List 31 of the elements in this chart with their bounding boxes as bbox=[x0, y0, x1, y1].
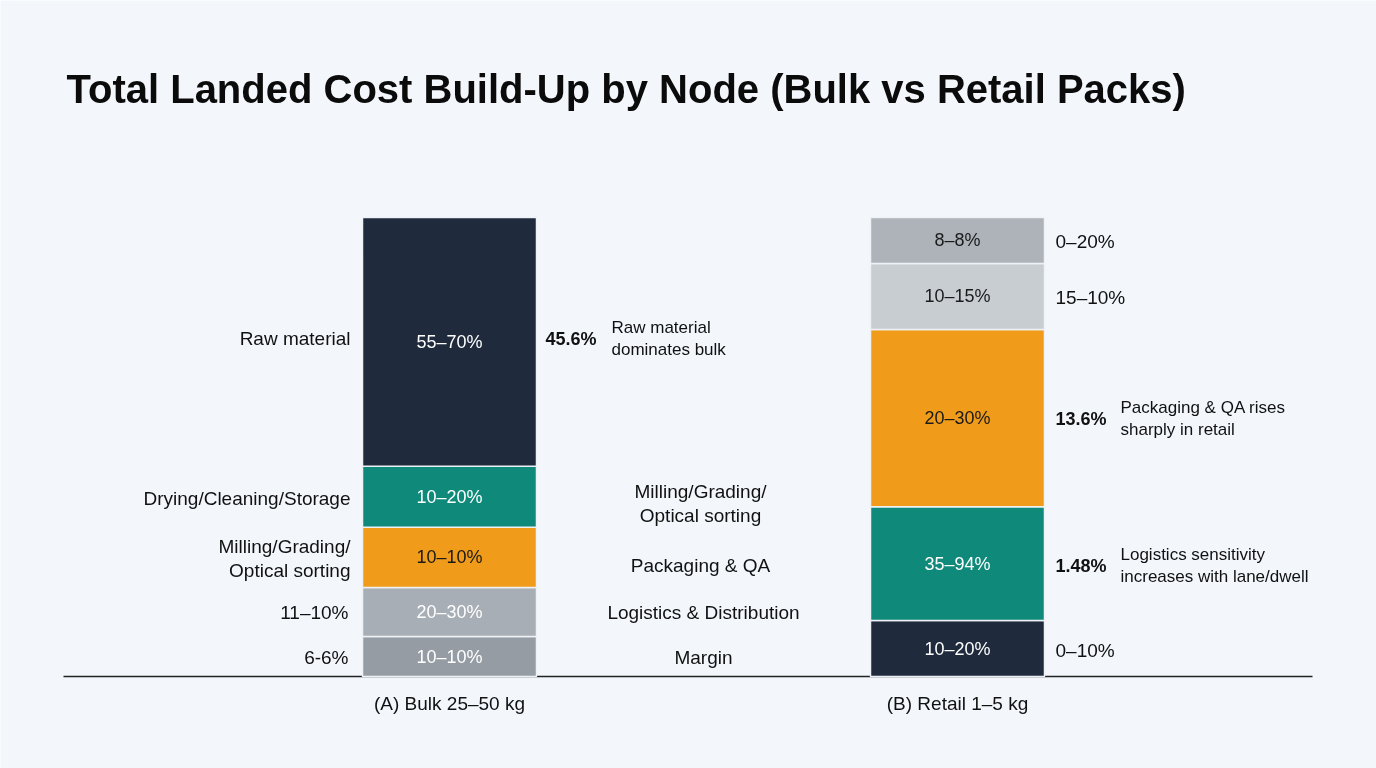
annotation: 35–94% bbox=[924, 553, 991, 574]
annotation: Raw material dominates bulk bbox=[611, 318, 727, 359]
annotation: 20–30% bbox=[416, 602, 483, 623]
annotation: 55–70% bbox=[416, 331, 483, 352]
annotation: 10–10% bbox=[416, 547, 483, 568]
annotation: Packaging & QA bbox=[630, 555, 771, 576]
annotation: 8–8% bbox=[934, 230, 981, 251]
annotation: Margin bbox=[674, 647, 733, 668]
annotation: 10–15% bbox=[924, 286, 991, 307]
annotation: 0–20% bbox=[1055, 231, 1115, 252]
annotation: 45.6% bbox=[545, 328, 597, 349]
annotation: Milling/Grading/Optical sorting bbox=[634, 480, 768, 527]
annotation: Milling/Grading/Optical sorting bbox=[218, 535, 352, 582]
annotation: Packaging & QA rises sharply in retail bbox=[1120, 398, 1285, 439]
annotation: 11–10% bbox=[280, 602, 349, 623]
annotation: Drying/Cleaning/Storage bbox=[143, 488, 351, 509]
annotation: Logistics sensitivity increases with lane/dwell bbox=[1120, 545, 1309, 586]
annotation: 15–10% bbox=[1055, 287, 1126, 308]
annotation: 1.48% bbox=[1055, 555, 1107, 576]
annotation: 10–20% bbox=[416, 486, 483, 507]
x-tick-label: (A) Bulk 25–50 kg bbox=[373, 693, 526, 714]
annotation: 10–20% bbox=[924, 638, 991, 659]
annotation: 13.6% bbox=[1055, 408, 1107, 429]
annotation: 20–30% bbox=[924, 408, 991, 429]
annotation: Logistics & Distribution bbox=[607, 602, 800, 623]
annotation: 0–10% bbox=[1055, 640, 1115, 661]
annotation: Raw material bbox=[239, 328, 351, 349]
x-tick-label: (B) Retail 1–5 kg bbox=[886, 693, 1029, 714]
annotation: 10–10% bbox=[416, 646, 483, 667]
annotation: 6-6% bbox=[304, 647, 349, 668]
chart-title: Total Landed Cost Build-Up by Node (Bulk vs Retail Packs) bbox=[66, 66, 1186, 111]
